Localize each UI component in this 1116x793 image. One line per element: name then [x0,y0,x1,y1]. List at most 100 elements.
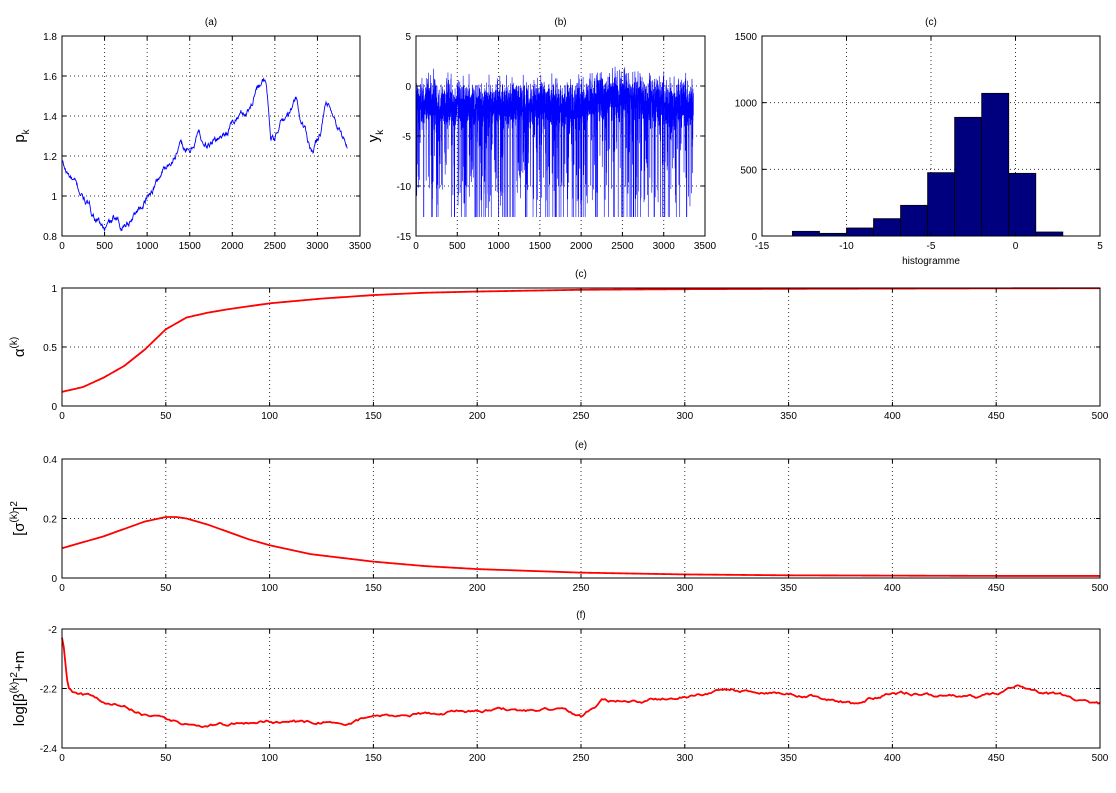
x-tick-label: 500 [1092,411,1109,422]
y-tick-label: 1.8 [43,32,57,43]
x-tick-label: 3500 [349,241,372,252]
y-tick-label: -2.4 [40,744,58,755]
x-tick-label: 100 [261,583,278,594]
x-tick-label: 350 [780,411,797,422]
x-tick-label: 250 [573,583,590,594]
x-tick-label: 300 [676,753,693,764]
chart-c_hist: -15 -10 -5 0 5 0 500 1000 1500 (c) histogramme [735,17,1103,267]
y-tick-label: 1 [51,192,57,203]
x-tick-label: -15 [755,241,770,252]
chart-title: (c) [925,17,937,28]
chart-title: (e) [575,440,587,451]
histogram-bar [900,204,929,237]
y-axis-label: pk [11,128,32,142]
x-tick-label: 0 [59,753,65,764]
x-tick-label: 2500 [264,241,287,252]
x-tick-label: 3000 [306,241,329,252]
y-tick-label: 0 [405,82,411,93]
x-tick-label: 250 [573,753,590,764]
x-tick-label: 1000 [136,241,159,252]
series-line [61,77,348,233]
x-tick-label: 350 [780,753,797,764]
axes-frame [61,35,361,237]
histogram-bar [846,227,874,237]
x-tick-label: 500 [1092,583,1109,594]
x-tick-label: 100 [261,753,278,764]
chart-e: 0 50 100 150 200 250 300 350 400 450 500 0 0.2 0.4 (e)… [9,440,1109,594]
x-tick-label: 50 [160,411,172,422]
x-tick-label: 0 [413,241,419,252]
chart-title: (b) [554,17,566,28]
chart-f: 0 50 100 150 200 250 300 350 400 450 500 -2.4 -2.2 -2… [9,610,1109,764]
x-tick-label: 50 [160,583,172,594]
series-line [61,637,1101,729]
x-tick-label: 400 [884,753,901,764]
series-line [415,66,694,218]
chart-title: (c) [575,269,587,280]
y-tick-label: -2 [48,625,57,636]
x-tick-label: 400 [884,411,901,422]
x-tick-label: 400 [884,583,901,594]
x-tick-label: 3000 [653,241,676,252]
x-tick-label: 200 [469,753,486,764]
x-tick-label: 3500 [694,241,717,252]
y-tick-label: 0.4 [43,455,57,466]
y-tick-label: 1500 [735,32,758,43]
x-tick-label: 0 [59,583,65,594]
plot-area [62,459,1100,578]
y-tick-label: 1.4 [43,112,57,123]
x-tick-label: -10 [839,241,854,252]
y-tick-label: 0 [51,574,57,585]
x-tick-label: 150 [365,583,382,594]
y-tick-label: 0 [751,232,757,243]
x-tick-label: 2500 [611,241,634,252]
y-tick-label: -15 [397,232,412,243]
x-tick-label: 2000 [221,241,244,252]
x-tick-label: 300 [676,411,693,422]
x-tick-label: 100 [261,411,278,422]
chart-d: 0 50 100 150 200 250 300 350 400 450 500 0 0.5 1 (c) α(… [9,269,1109,422]
x-tick-label: 150 [365,411,382,422]
x-tick-label: 450 [988,411,1005,422]
plot-area [62,629,1100,748]
histogram-bar [873,218,901,237]
histogram-bar [1035,231,1064,237]
histogram-bar [981,92,1010,237]
x-tick-label: 450 [988,753,1005,764]
y-axis-label: log[β(k)]2+m [9,651,28,726]
x-axis-label: histogramme [902,256,960,267]
x-tick-label: 350 [780,583,797,594]
y-axis-label: [σ(k)]2 [9,501,28,536]
y-tick-label: 1.2 [43,152,57,163]
y-tick-label: 0.2 [43,515,57,526]
y-tick-label: 1 [51,284,57,295]
x-tick-label: 0 [1013,241,1019,252]
y-tick-label: 5 [405,32,411,43]
chart-title: (a) [205,17,217,28]
chart-title: (f) [576,610,585,621]
x-tick-label: 0 [59,241,65,252]
x-tick-label: 500 [1092,753,1109,764]
histogram-bar [792,230,820,237]
x-tick-label: 200 [469,411,486,422]
y-tick-label: 0 [51,402,57,413]
x-tick-label: 150 [365,753,382,764]
x-tick-label: 250 [573,411,590,422]
y-tick-label: 0.8 [43,232,57,243]
chart-a: 0 500 1000 1500 2000 2500 3000 3500 0.8 1 1.2 1.4 1.… [11,17,372,252]
y-tick-label: -2.2 [40,685,58,696]
x-tick-label: 300 [676,583,693,594]
y-tick-label: 500 [740,165,757,176]
x-tick-label: -5 [927,241,936,252]
x-tick-label: 0 [59,411,65,422]
x-tick-label: 1000 [487,241,510,252]
histogram-bar [954,116,983,237]
x-tick-label: 1500 [179,241,202,252]
y-tick-label: -10 [397,182,412,193]
plot-area [62,36,360,236]
x-tick-label: 450 [988,583,1005,594]
x-tick-label: 2000 [570,241,593,252]
y-tick-label: 1000 [735,99,758,110]
x-tick-label: 200 [469,583,486,594]
